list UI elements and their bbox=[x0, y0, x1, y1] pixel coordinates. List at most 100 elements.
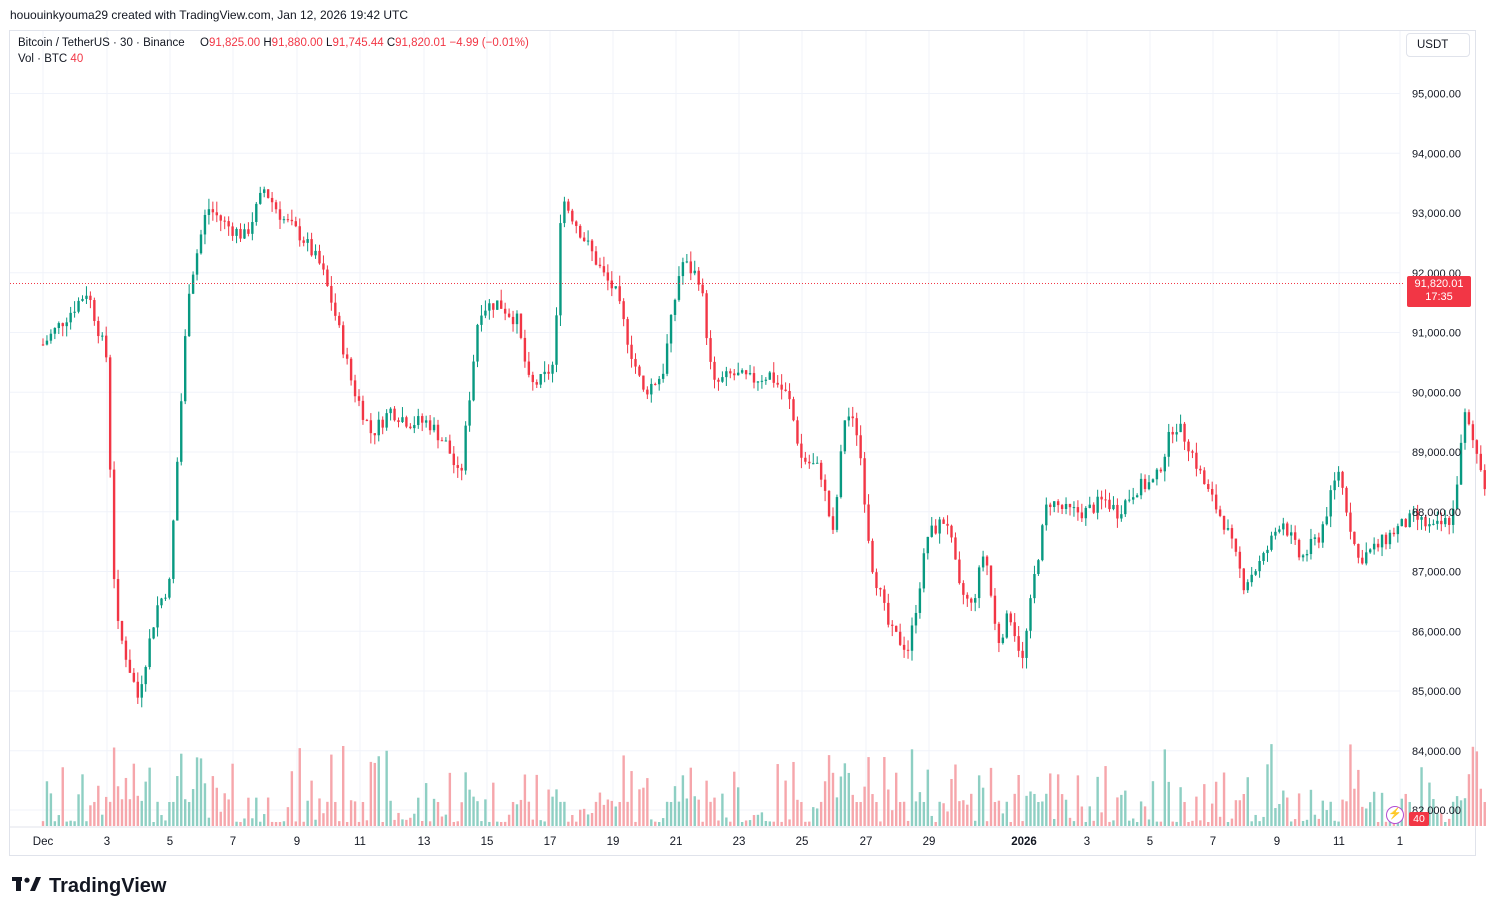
candle-body bbox=[219, 215, 222, 221]
time-tick-label: 7 bbox=[230, 836, 236, 848]
candle-body bbox=[681, 262, 685, 277]
legend-close-label: C bbox=[386, 37, 396, 49]
volume-bar bbox=[444, 814, 448, 826]
candle-body bbox=[1353, 531, 1356, 544]
volume-bar bbox=[298, 748, 301, 826]
candle-body bbox=[476, 324, 479, 362]
volume-bar bbox=[772, 821, 775, 826]
candle-body bbox=[1068, 503, 1072, 508]
candle-body bbox=[922, 553, 926, 589]
candle-body bbox=[144, 667, 147, 685]
candle-body bbox=[737, 372, 740, 376]
volume-bar bbox=[496, 821, 499, 826]
volume-bar bbox=[97, 785, 100, 826]
volume-bar bbox=[665, 801, 669, 826]
volume-bar bbox=[377, 756, 380, 826]
tradingview-logo: TradingView bbox=[12, 875, 166, 898]
candle-body bbox=[665, 343, 669, 374]
volume-bar bbox=[867, 757, 870, 826]
candle-body bbox=[1424, 517, 1427, 527]
candle-body bbox=[128, 659, 132, 673]
volume-bar bbox=[851, 794, 854, 826]
candle-body bbox=[543, 371, 546, 375]
candle-body bbox=[1076, 507, 1080, 513]
volume-bar bbox=[1021, 821, 1024, 826]
candle-body bbox=[962, 583, 965, 595]
volume-bar bbox=[1025, 795, 1028, 826]
volume-bar bbox=[203, 783, 207, 826]
candle-body bbox=[227, 221, 230, 227]
candle-body bbox=[705, 293, 708, 339]
volume-bar bbox=[934, 821, 937, 826]
candle-body bbox=[902, 644, 906, 650]
volume-bar bbox=[1124, 790, 1127, 826]
candle-body bbox=[677, 276, 681, 300]
candle-body bbox=[507, 313, 511, 317]
candle-body bbox=[93, 300, 96, 321]
volume-bar bbox=[515, 804, 519, 826]
volume-bar bbox=[523, 774, 527, 826]
candle-body bbox=[57, 323, 60, 329]
volume-bar bbox=[539, 820, 542, 826]
candle-body bbox=[847, 416, 850, 421]
candle-body bbox=[1214, 494, 1218, 510]
volume-bar bbox=[89, 805, 92, 826]
candle-body bbox=[646, 389, 649, 395]
volume-bar bbox=[1226, 821, 1230, 826]
lightning-icon[interactable]: ⚡ bbox=[1386, 806, 1404, 824]
candle-body bbox=[342, 325, 345, 355]
candle-body bbox=[551, 364, 554, 374]
candle-body bbox=[1444, 518, 1447, 525]
time-tick-label: 2026 bbox=[1011, 836, 1037, 848]
candle-body bbox=[1159, 469, 1163, 472]
volume-bar bbox=[1005, 801, 1008, 826]
candle-body bbox=[875, 572, 878, 589]
candle-body bbox=[484, 310, 487, 316]
candle-body bbox=[942, 519, 945, 524]
volume-bar bbox=[294, 821, 297, 826]
volume-bar bbox=[1049, 773, 1052, 826]
volume-bar bbox=[875, 801, 878, 826]
volume-bar bbox=[1483, 801, 1486, 826]
volume-bar bbox=[1222, 772, 1226, 826]
volume-bar bbox=[318, 798, 321, 826]
candle-body bbox=[1404, 519, 1407, 528]
volume-bar bbox=[642, 787, 645, 826]
volume-bar bbox=[1045, 793, 1048, 826]
candle-body bbox=[1309, 538, 1313, 555]
candle-body bbox=[1270, 535, 1273, 550]
time-tick-label: 9 bbox=[294, 836, 300, 848]
legend-volume-row: Vol · BTC 40 bbox=[18, 51, 529, 67]
volume-bar bbox=[373, 762, 376, 826]
volume-bar bbox=[1467, 774, 1471, 826]
volume-bar bbox=[476, 801, 479, 826]
volume-bar bbox=[677, 801, 681, 826]
candle-body bbox=[804, 457, 807, 462]
candle-body bbox=[1238, 551, 1242, 569]
volume-bar bbox=[424, 783, 428, 826]
volume-bar bbox=[1432, 798, 1435, 826]
candle-body bbox=[1005, 613, 1008, 638]
candle-body bbox=[843, 420, 847, 452]
volume-bar bbox=[1266, 764, 1269, 826]
volume-bar bbox=[1214, 781, 1218, 826]
candle-body bbox=[1183, 423, 1186, 442]
volume-bar bbox=[440, 816, 444, 826]
volume-bar bbox=[326, 801, 329, 826]
candle-body bbox=[492, 303, 495, 310]
volume-bar bbox=[788, 819, 791, 826]
price-tick-label: 88,000.00 bbox=[1412, 507, 1461, 519]
volume-bar bbox=[180, 753, 183, 826]
candle-body bbox=[891, 624, 894, 626]
candle-body bbox=[1234, 538, 1238, 552]
volume-bar bbox=[1092, 820, 1095, 826]
candle-body bbox=[472, 361, 475, 401]
candle-body bbox=[1037, 560, 1040, 575]
candle-body bbox=[1428, 524, 1431, 527]
candle-body bbox=[338, 315, 341, 326]
volume-bar bbox=[1436, 813, 1439, 826]
volume-bar bbox=[73, 821, 76, 826]
candle-body bbox=[1112, 504, 1115, 510]
currency-unit-button[interactable]: USDT bbox=[1406, 33, 1470, 57]
